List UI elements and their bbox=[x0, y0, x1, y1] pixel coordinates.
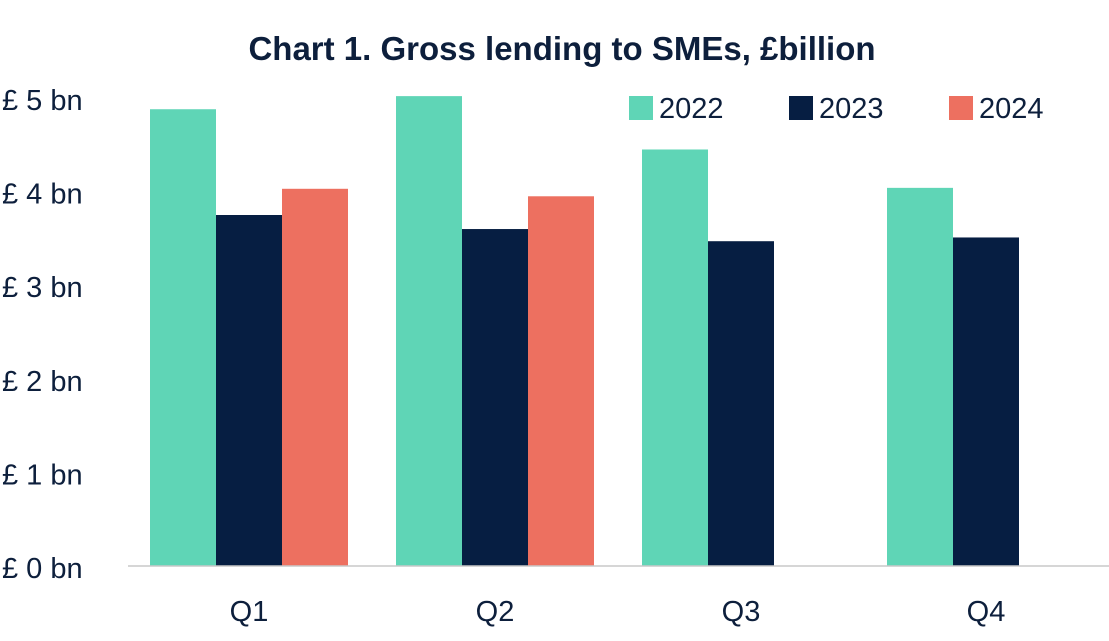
legend: 2022 2023 2024 bbox=[629, 93, 1044, 125]
x-tick-label: Q1 bbox=[230, 596, 269, 628]
y-tick-label: £ 0 bn bbox=[2, 553, 83, 585]
bar-q1-2024 bbox=[282, 188, 348, 567]
y-tick-label: £ 5 bn bbox=[2, 85, 83, 117]
legend-label-2022: 2022 bbox=[659, 93, 724, 125]
bar-q3-2023 bbox=[708, 241, 774, 566]
y-tick-label: £ 3 bn bbox=[2, 272, 83, 304]
legend-swatch-2024 bbox=[949, 96, 973, 120]
legend-label-2023: 2023 bbox=[819, 93, 884, 125]
x-axis-ticks: Q1 Q2 Q3 Q4 bbox=[230, 596, 1006, 628]
x-tick-label: Q2 bbox=[476, 596, 515, 628]
bar-q2-2023 bbox=[462, 229, 528, 567]
x-tick-label: Q3 bbox=[722, 596, 761, 628]
bar-q4-2022 bbox=[887, 187, 953, 566]
legend-swatch-2022 bbox=[629, 96, 653, 120]
x-tick-label: Q4 bbox=[967, 596, 1006, 628]
chart-title: Chart 1. Gross lending to SMEs, £billion bbox=[248, 30, 875, 67]
y-axis-ticks: £ 0 bn £ 1 bn £ 2 bn £ 3 bn £ 4 bn £ 5 bn bbox=[2, 85, 83, 585]
y-tick-label: £ 2 bn bbox=[2, 366, 83, 398]
bar-q2-2024 bbox=[528, 196, 594, 566]
bar-q4-2023 bbox=[953, 237, 1019, 567]
legend-swatch-2023 bbox=[789, 96, 813, 120]
bar-q1-2023 bbox=[216, 215, 282, 566]
bar-q3-2022 bbox=[642, 149, 708, 567]
y-tick-label: £ 1 bn bbox=[2, 459, 83, 491]
legend-label-2024: 2024 bbox=[979, 93, 1044, 125]
bar-q1-2022 bbox=[150, 109, 216, 567]
bar-q2-2022 bbox=[396, 96, 462, 567]
bar-series bbox=[150, 96, 1019, 567]
y-tick-label: £ 4 bn bbox=[2, 179, 83, 211]
